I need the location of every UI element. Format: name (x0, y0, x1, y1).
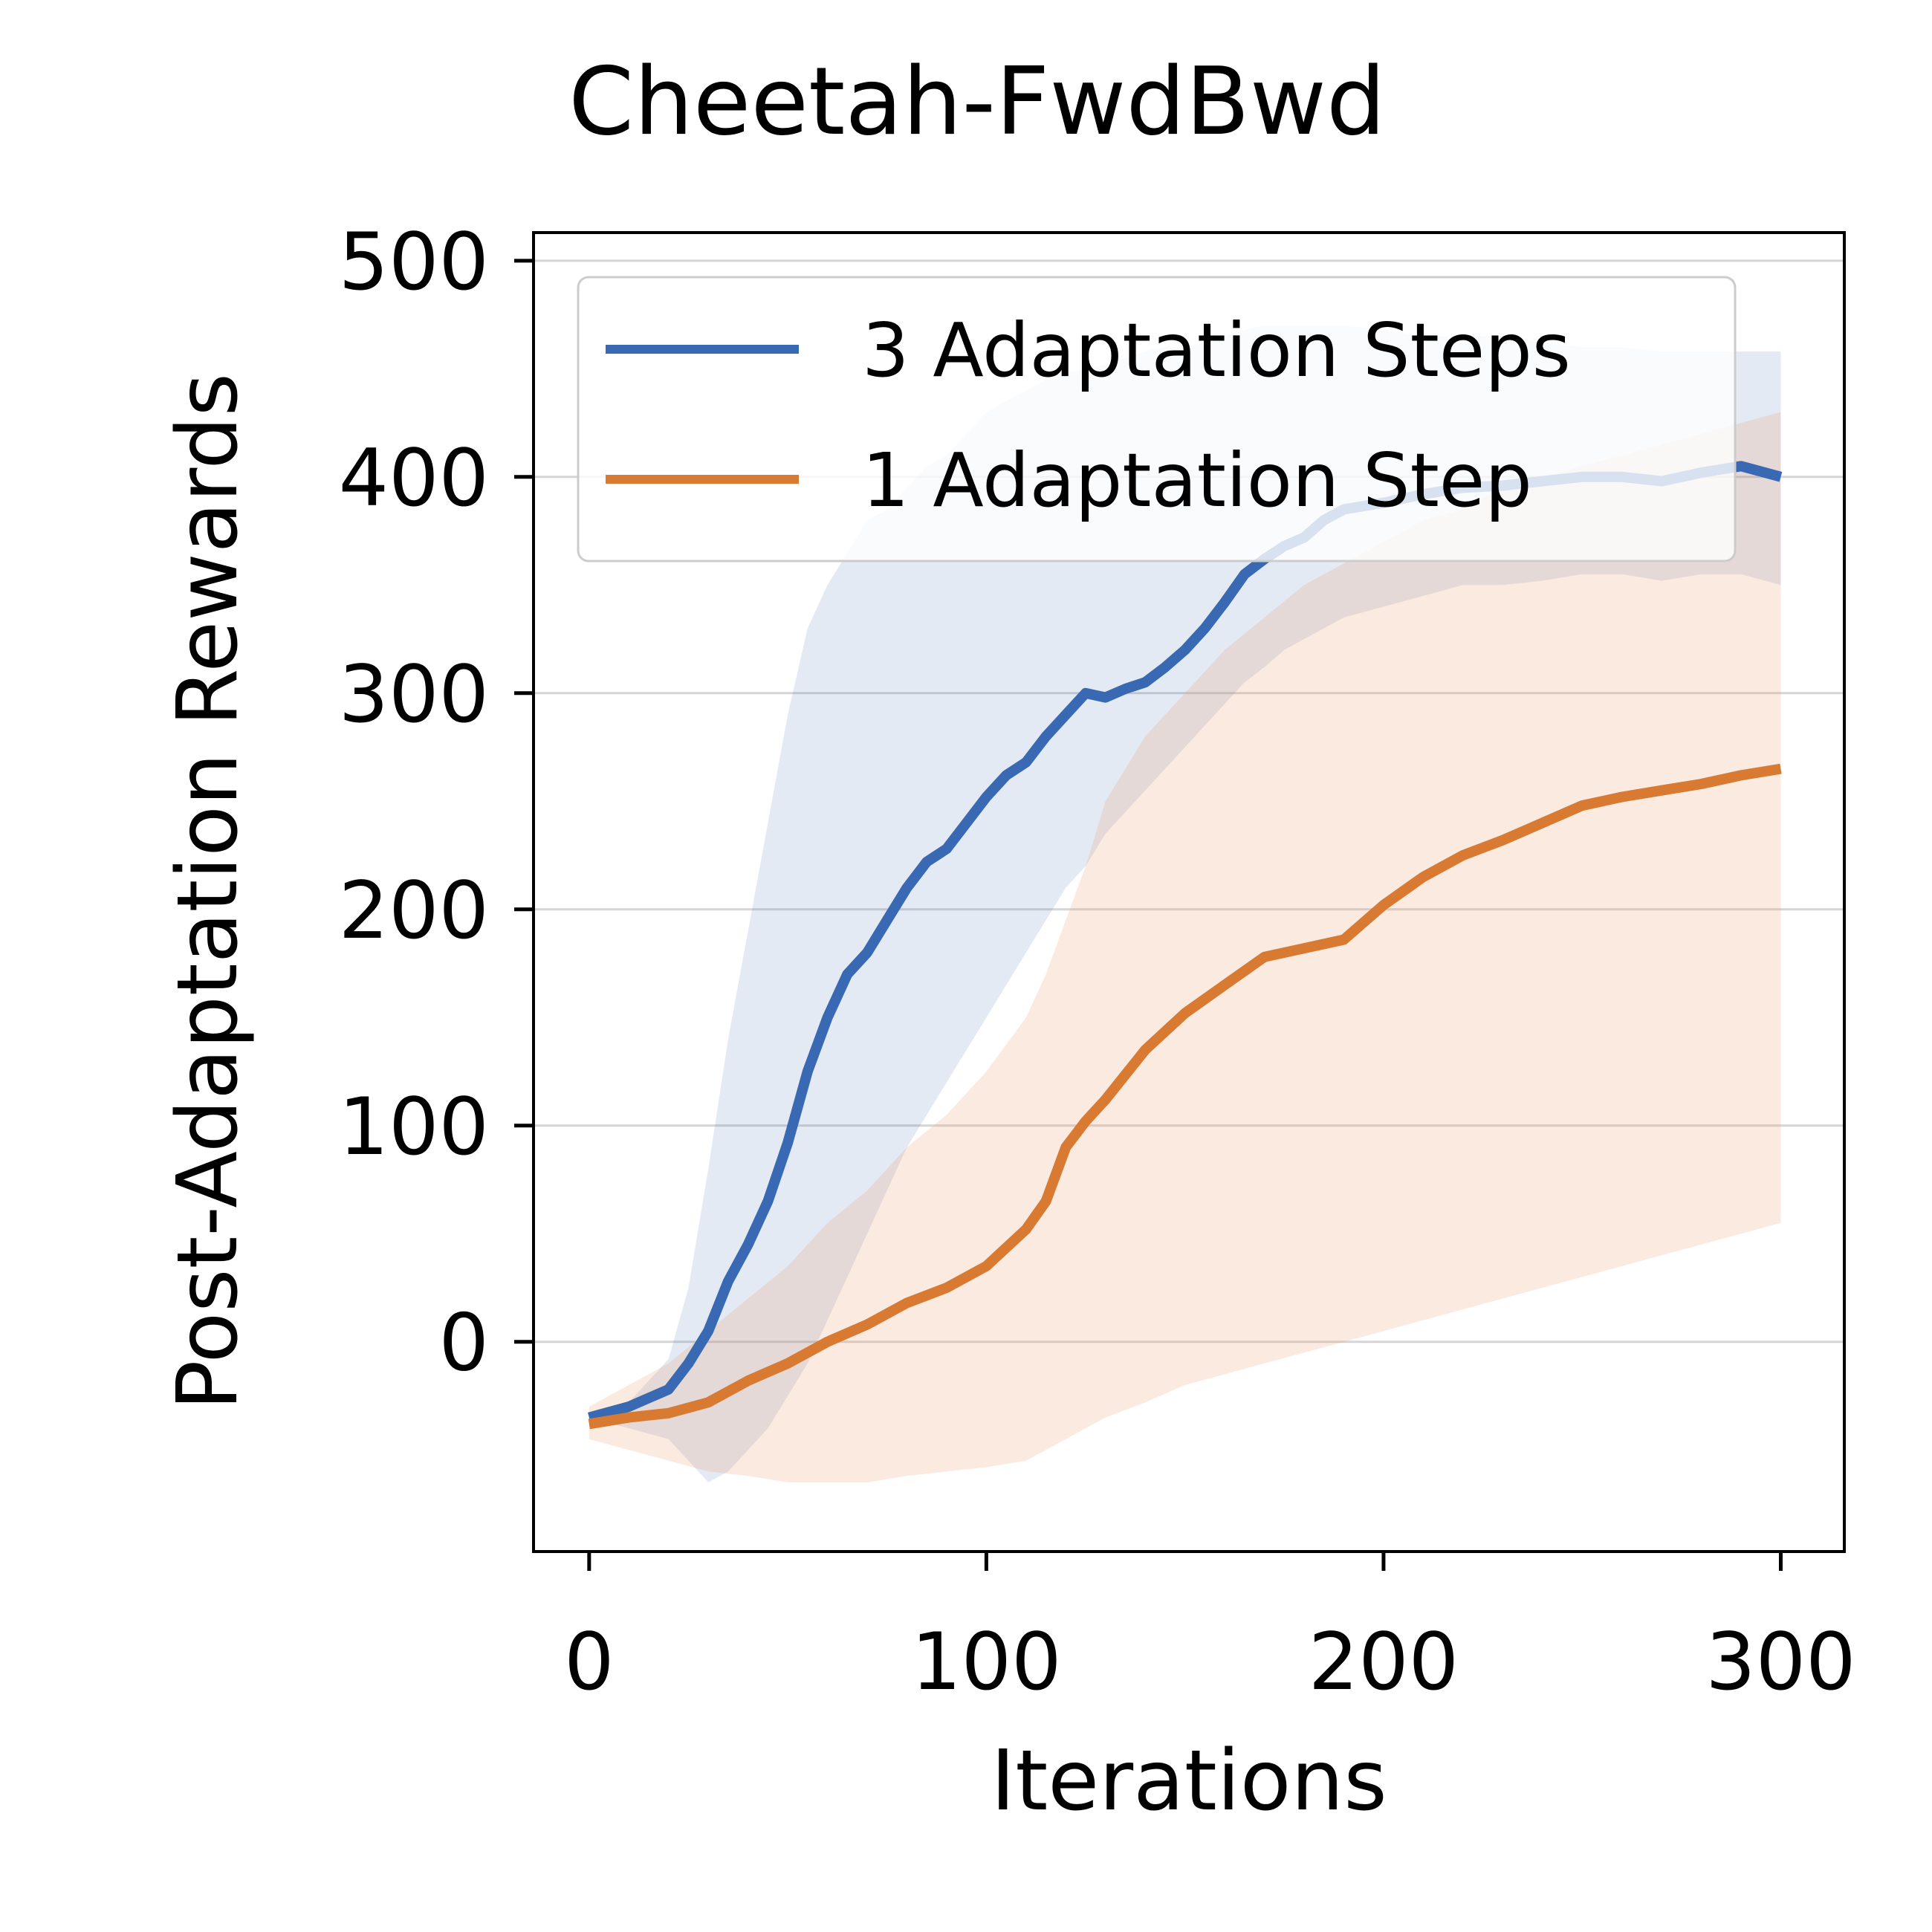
y-axis-ticks: 0 100 200 300 400 500 (339, 216, 534, 1389)
y-tick-label-200: 200 (339, 865, 489, 956)
y-tick-label-400: 400 (339, 432, 489, 524)
x-axis-label: Iterations (991, 1733, 1387, 1829)
legend-label-1-step: 1 Adaptation Step (862, 437, 1532, 524)
plot-frame (532, 231, 1846, 1553)
y-axis-label: Post-Adaptation Rewards (160, 373, 256, 1410)
x-axis-ticks: 0 100 200 300 (564, 1552, 1856, 1708)
x-tick-label-200: 200 (1309, 1616, 1459, 1708)
x-tick-label-0: 0 (564, 1616, 614, 1708)
y-tick-label-500: 500 (339, 216, 489, 308)
y-tick-label-100: 100 (339, 1081, 489, 1173)
x-tick-label-300: 300 (1705, 1616, 1855, 1708)
legend-box (577, 276, 1737, 563)
y-tick-label-300: 300 (339, 649, 489, 740)
legend-label-3-steps: 3 Adaptation Steps (862, 307, 1571, 394)
confidence-bands (589, 325, 1781, 1482)
band-series-1 (589, 412, 1781, 1482)
chart-title: Cheetah-FwdBwd (568, 47, 1386, 156)
legend: 3 Adaptation Steps 1 Adaptation Step (577, 276, 1737, 563)
line-series-1 (588, 763, 1782, 1430)
y-tick-label-0: 0 (439, 1297, 489, 1389)
band-series-0 (589, 325, 1781, 1482)
x-tick-label-100: 100 (911, 1616, 1061, 1708)
